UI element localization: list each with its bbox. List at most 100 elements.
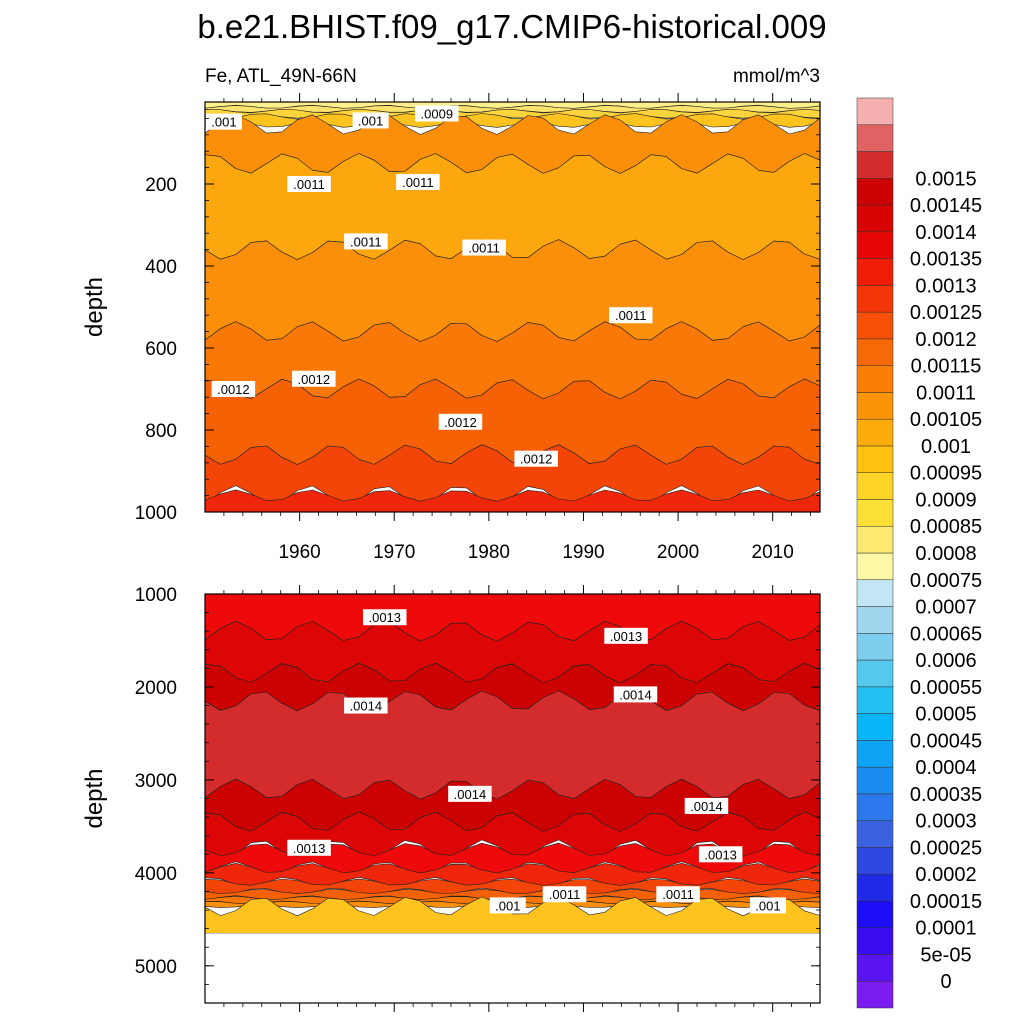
colorbar-label: 0.0007 (915, 597, 976, 619)
colorbar-box (856, 472, 894, 500)
colorbar-label: 0 (940, 971, 951, 993)
x-tick-label: 1960 (278, 542, 320, 563)
variable-label: Fe, ATL_49N-66N (205, 66, 357, 87)
colorbar-box (856, 178, 894, 206)
contour-label-box (287, 839, 331, 856)
colorbar-label: 0.00035 (910, 784, 982, 806)
colorbar-box (856, 927, 894, 955)
colorbar-box (856, 713, 894, 741)
colorbar-box (856, 231, 894, 259)
contour-label-text: .0011 (468, 241, 500, 256)
colorbar-box (856, 766, 894, 795)
y-tick-label: 400 (145, 257, 177, 278)
colorbar-label: 0.00145 (910, 195, 982, 217)
colorbar-label: 0.00075 (910, 570, 982, 592)
contour-label-text: .0013 (368, 610, 401, 625)
colorbar-box (856, 124, 894, 152)
contour-label-box (344, 697, 388, 714)
contour-label-text: .0014 (350, 699, 383, 714)
contour-label-box (292, 370, 336, 387)
colorbar-box (856, 873, 894, 902)
contour-label: .001 (205, 113, 242, 130)
contour-label-box (542, 886, 587, 903)
colorbar-box (856, 847, 894, 875)
colorbar-box (856, 204, 894, 233)
colorbar-label: 0.0006 (915, 650, 976, 672)
contour-label: .001 (489, 897, 526, 914)
colorbar-label: 0.00055 (910, 677, 982, 699)
colorbar-box (856, 338, 894, 366)
contour-label: .0014 (613, 686, 658, 703)
contour-label-box (211, 381, 256, 397)
contour-label: .0013 (287, 839, 331, 856)
y-axis-label: depth (81, 277, 108, 337)
contour-label-text: .0011 (293, 177, 325, 192)
contour-label: .0012 (211, 381, 256, 397)
contour-label-text: .0013 (704, 847, 737, 862)
contour-label: .0011 (344, 233, 388, 250)
colorbar-box (856, 659, 894, 688)
contour-label-box (363, 609, 407, 626)
contour-label-box (438, 413, 483, 430)
colorbar-box (856, 365, 894, 393)
colorbar-label: 0.00065 (910, 623, 982, 645)
y-tick-label: 4000 (135, 864, 177, 885)
colorbar-box (856, 740, 894, 768)
contour-label-box (415, 105, 459, 122)
y-tick-label: 1000 (135, 585, 177, 606)
y-tick-label: 200 (145, 175, 177, 196)
contour-label-text: .0012 (444, 415, 477, 430)
colorbar-box (856, 97, 894, 126)
x-tick-label: 2000 (657, 542, 699, 563)
upper-panel: .001 .001 .0009 .0011 .0011 .0011 .0011 .0011 .0… (81, 93, 821, 563)
contour-label: .0011 (287, 176, 331, 192)
colorbar-box (856, 418, 894, 447)
contour-label-box (287, 176, 331, 192)
colorbar-box (856, 793, 894, 821)
colorbar-label: 0.0015 (915, 168, 976, 190)
contour-label: .0011 (462, 239, 506, 256)
contour-label-box (489, 897, 526, 914)
colorbar-box (856, 151, 894, 179)
contour-label-text: .0011 (350, 234, 382, 249)
contour-label: .001 (352, 112, 389, 129)
contour-label-box (749, 897, 786, 914)
colorbar-label: 0.00125 (910, 302, 982, 324)
contour-label-text: .0011 (615, 308, 647, 323)
contour-label-box (514, 450, 558, 467)
contour-label-text: .0013 (610, 629, 643, 644)
contour-label-box (656, 886, 700, 903)
colorbar-label: 0.0011 (916, 382, 976, 404)
contour-label-text: .0011 (402, 175, 434, 190)
colorbar-label: 0.00085 (910, 516, 982, 538)
contour-label-text: .001 (755, 898, 780, 913)
colorbar-box (856, 579, 894, 607)
chart-title: b.e21.BHIST.f09_g17.CMIP6-historical.009 (197, 8, 826, 45)
contour-label-text: .0011 (549, 887, 581, 902)
y-tick-label: 5000 (135, 957, 177, 978)
contour-label: .0013 (363, 609, 407, 626)
contour-label-box (352, 112, 389, 129)
colorbar-box (856, 285, 894, 313)
colorbar-box (856, 900, 894, 928)
contour-band-0.00115 (204, 378, 821, 465)
colorbar-box (856, 552, 894, 581)
y-tick-label: 2000 (135, 678, 177, 699)
contour-label-text: .0014 (690, 799, 723, 814)
colorbar-box (856, 954, 894, 982)
contour-label-text: .0012 (298, 372, 331, 387)
colorbar-box (856, 499, 894, 527)
x-tick-label: 1980 (468, 542, 510, 563)
colorbar-label: 0.0008 (915, 543, 976, 565)
contour-label: .0011 (609, 307, 653, 324)
colorbar-box (856, 980, 894, 1009)
contour-label-text: .0014 (619, 687, 652, 702)
colorbar-label: 0.0004 (915, 757, 976, 779)
colorbar-label: 0.0012 (915, 329, 976, 351)
colorbar-label: 0.00095 (910, 463, 982, 485)
colorbar-box (856, 258, 894, 286)
y-tick-label: 1000 (135, 503, 177, 524)
colorbar-box (856, 606, 894, 634)
contour-label: .0013 (604, 627, 648, 644)
x-tick-label: 1990 (562, 542, 604, 563)
